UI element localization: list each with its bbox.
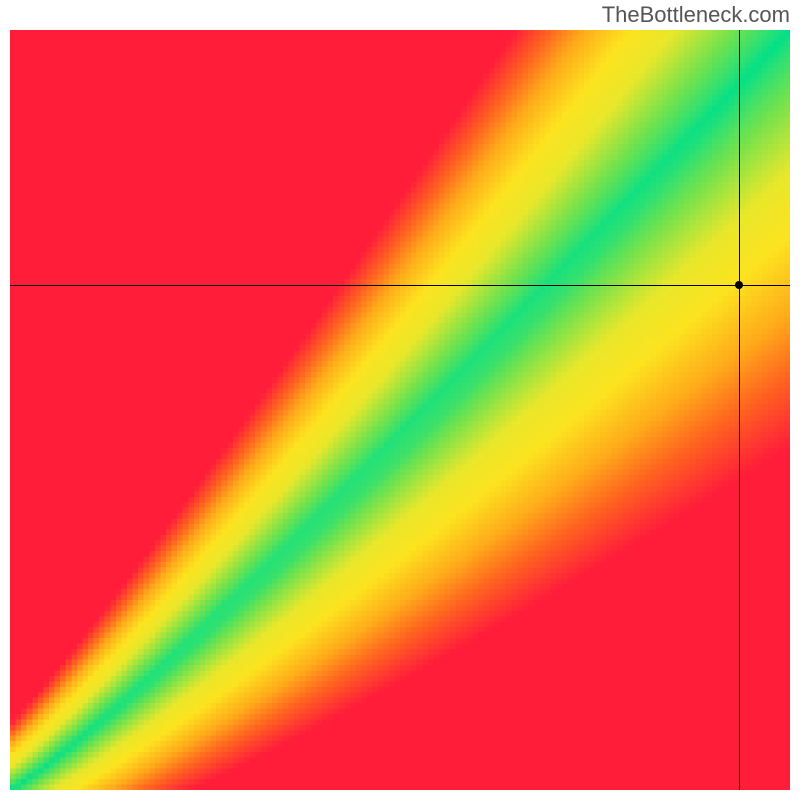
crosshair-marker[interactable] xyxy=(735,281,743,289)
bottleneck-heatmap xyxy=(10,30,790,790)
watermark-text: TheBottleneck.com xyxy=(602,2,790,28)
crosshair-vertical xyxy=(739,30,740,790)
plot-area xyxy=(10,30,790,790)
crosshair-horizontal xyxy=(10,285,790,286)
chart-container: TheBottleneck.com xyxy=(0,0,800,800)
